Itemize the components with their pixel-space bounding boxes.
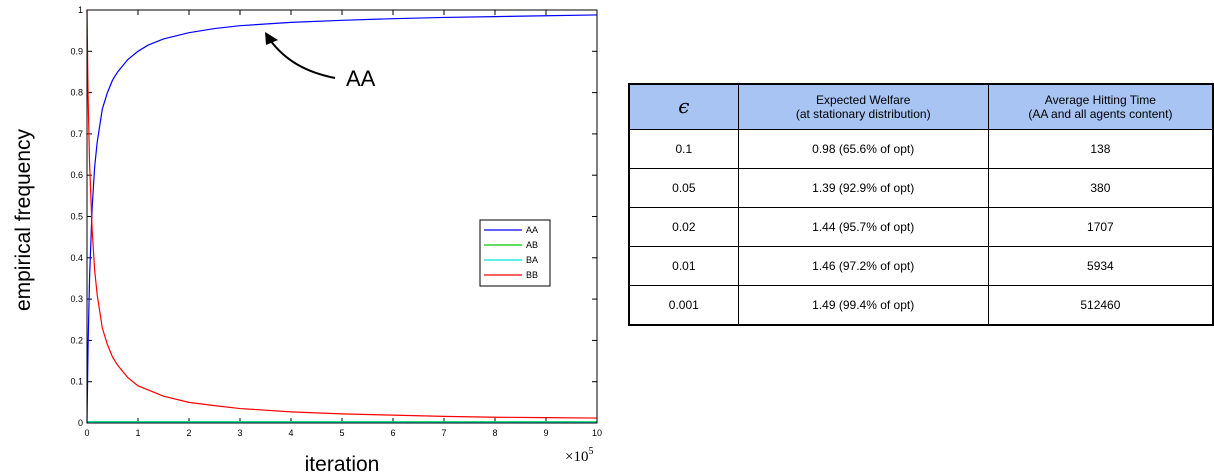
legend-label-bb: BB (526, 270, 538, 280)
plot-frame (86, 9, 598, 424)
x-tick-label: 9 (543, 428, 548, 438)
cell-hitting-time: 138 (987, 129, 1214, 169)
cell-welfare: 1.46 (97.2% of opt) (737, 246, 989, 286)
header-hitting-time: Average Hitting Time (AA and all agents c… (987, 83, 1214, 130)
cell-epsilon: 0.02 (628, 207, 739, 247)
y-tick-label: 0.2 (70, 335, 83, 345)
y-tick-label: 0.3 (70, 294, 83, 304)
x-tick-label: 6 (390, 428, 395, 438)
x-tick-label: 4 (288, 428, 293, 438)
y-tick-label: 0 (78, 418, 83, 428)
header-epsilon: ϵ (628, 83, 739, 130)
y-tick-label: 0.4 (70, 253, 83, 263)
legend: AA AB BA BB (479, 219, 551, 287)
annotation-aa: AA (265, 32, 376, 91)
cell-welfare: 0.98 (65.6% of opt) (737, 129, 989, 169)
y-tick-label: 0.6 (70, 170, 83, 180)
cell-hitting-time: 5934 (987, 246, 1214, 286)
y-tick-label: 0.5 (70, 212, 83, 222)
table-header-row: ϵ Expected Welfare (at stationary distrib… (628, 83, 1214, 130)
table-row: 0.001 1.49 (99.4% of opt) 512460 (628, 285, 1214, 326)
x-tick-label: 0 (84, 428, 89, 438)
y-tick-label: 0.1 (70, 377, 83, 387)
y-tick-label: 1 (78, 5, 83, 15)
annotation-text: AA (346, 66, 376, 91)
annotation-arrow (269, 39, 336, 79)
x-tick-label: 10 (592, 428, 602, 438)
series-line-bb (86, 9, 598, 419)
x-axis-exponent-power: 5 (588, 446, 593, 457)
table-row: 0.1 0.98 (65.6% of opt) 138 (628, 129, 1214, 169)
table-row: 0.02 1.44 (95.7% of opt) 1707 (628, 207, 1214, 247)
header-time-line1: Average Hitting Time (1044, 93, 1156, 107)
y-axis-label: empirical frequency (12, 128, 35, 311)
cell-hitting-time: 512460 (987, 285, 1214, 326)
x-tick-label: 1 (135, 428, 140, 438)
y-tick-label: 0.9 (70, 46, 83, 56)
x-axis-exponent: ×105 (565, 446, 593, 465)
x-axis-label: iteration (305, 453, 380, 475)
header-expected-welfare: Expected Welfare (at stationary distribut… (737, 83, 989, 130)
ticks-layer: 0 1 2 3 4 5 6 7 8 9 10 0 0.1 0.2 0.3 0.4 0.5 0.6 0.7 0.8 0.9… (70, 5, 602, 438)
results-table: ϵ Expected Welfare (at stationary distrib… (628, 83, 1214, 326)
table-row: 0.01 1.46 (97.2% of opt) 5934 (628, 246, 1214, 286)
cell-welfare: 1.49 (99.4% of opt) (737, 285, 989, 326)
annotation-arrowhead (265, 32, 278, 45)
x-tick-label: 5 (339, 428, 344, 438)
x-tick-label: 2 (186, 428, 191, 438)
series-line-aa (86, 14, 598, 424)
cell-hitting-time: 380 (987, 168, 1214, 208)
series-layer (86, 9, 598, 424)
x-tick-label: 7 (441, 428, 446, 438)
header-time-line2: (AA and all agents content) (1028, 107, 1173, 121)
y-tick-label: 0.7 (70, 129, 83, 139)
cell-epsilon: 0.1 (628, 129, 739, 169)
results-table-container: ϵ Expected Welfare (at stationary distrib… (628, 83, 1214, 326)
table-row: 0.05 1.39 (92.9% of opt) 380 (628, 168, 1214, 208)
cell-epsilon: 0.001 (628, 285, 739, 326)
header-welfare-line1: Expected Welfare (815, 93, 911, 107)
legend-label-ba: BA (526, 255, 538, 265)
x-axis-exponent-base: ×10 (565, 449, 588, 465)
cell-epsilon: 0.05 (628, 168, 739, 208)
x-tick-label: 8 (492, 428, 497, 438)
cell-welfare: 1.44 (95.7% of opt) (737, 207, 989, 247)
header-welfare-line2: (at stationary distribution) (795, 107, 931, 121)
cell-hitting-time: 1707 (987, 207, 1214, 247)
x-tick-label: 3 (237, 428, 242, 438)
epsilon-symbol: ϵ (678, 93, 690, 118)
legend-label-ab: AB (526, 240, 538, 250)
cell-epsilon: 0.01 (628, 246, 739, 286)
legend-label-aa: AA (526, 225, 538, 235)
y-tick-label: 0.8 (70, 88, 83, 98)
cell-welfare: 1.39 (92.9% of opt) (737, 168, 989, 208)
